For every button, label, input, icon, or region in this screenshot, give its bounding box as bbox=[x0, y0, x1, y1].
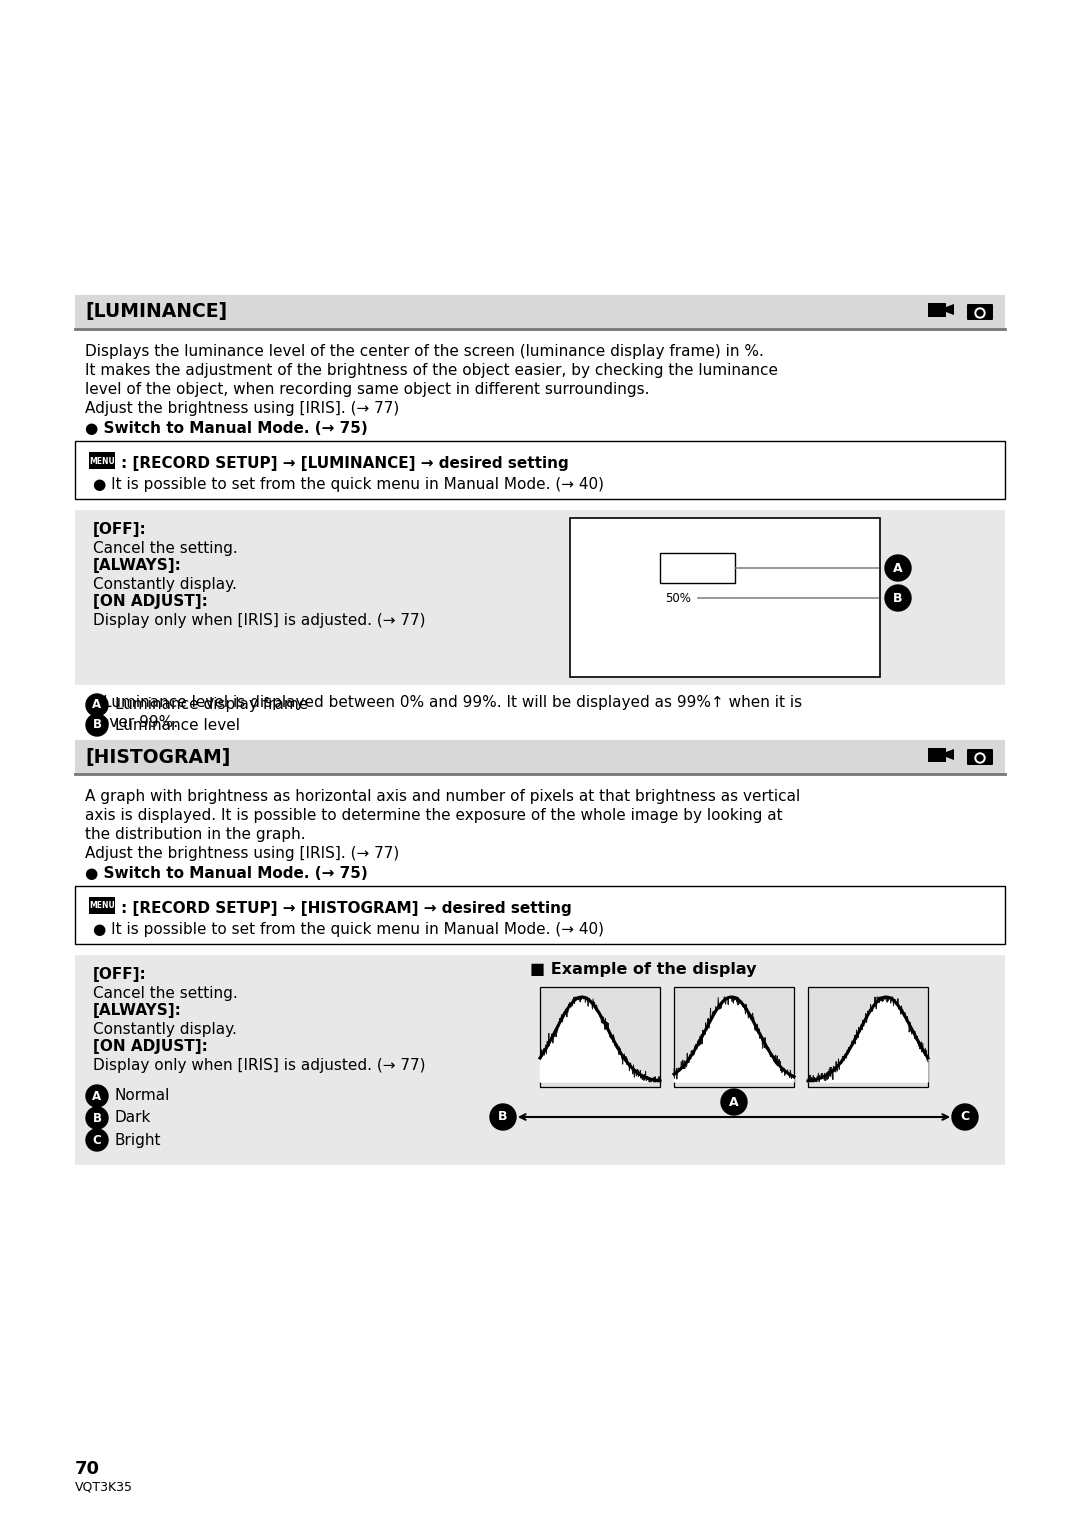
Polygon shape bbox=[808, 996, 928, 1082]
Text: Display only when [IRIS] is adjusted. (→ 77): Display only when [IRIS] is adjusted. (→… bbox=[93, 613, 426, 629]
Polygon shape bbox=[540, 996, 660, 1082]
Circle shape bbox=[977, 310, 983, 316]
Text: Bright: Bright bbox=[114, 1132, 162, 1148]
Text: [LUMINANCE]: [LUMINANCE] bbox=[85, 302, 227, 322]
Text: A: A bbox=[893, 562, 903, 574]
FancyBboxPatch shape bbox=[540, 987, 660, 1087]
Polygon shape bbox=[946, 304, 954, 314]
FancyBboxPatch shape bbox=[967, 304, 993, 320]
Circle shape bbox=[86, 694, 108, 716]
Circle shape bbox=[721, 1090, 747, 1116]
Text: level of the object, when recording same object in different surroundings.: level of the object, when recording same… bbox=[85, 382, 649, 397]
Text: Displays the luminance level of the center of the screen (luminance display fram: Displays the luminance level of the cent… bbox=[85, 343, 764, 359]
Circle shape bbox=[86, 714, 108, 736]
Text: Normal: Normal bbox=[114, 1088, 171, 1103]
Text: [ALWAYS]:: [ALWAYS]: bbox=[93, 559, 181, 572]
Text: Constantly display.: Constantly display. bbox=[93, 1022, 237, 1038]
Circle shape bbox=[885, 584, 912, 610]
Text: : [RECORD SETUP] → [LUMINANCE] → desired setting: : [RECORD SETUP] → [LUMINANCE] → desired… bbox=[121, 456, 569, 472]
Text: B: B bbox=[93, 1111, 102, 1125]
Circle shape bbox=[951, 1103, 978, 1129]
Polygon shape bbox=[946, 749, 954, 760]
Text: Luminance level: Luminance level bbox=[114, 717, 240, 732]
FancyBboxPatch shape bbox=[75, 955, 1005, 1164]
Text: Cancel the setting.: Cancel the setting. bbox=[93, 986, 238, 1001]
Text: Dark: Dark bbox=[114, 1111, 151, 1126]
Text: B: B bbox=[893, 592, 903, 604]
Text: ● Switch to Manual Mode. (→ 75): ● Switch to Manual Mode. (→ 75) bbox=[85, 421, 368, 436]
Text: It makes the adjustment of the brightness of the object easier, by checking the : It makes the adjustment of the brightnes… bbox=[85, 363, 778, 378]
FancyBboxPatch shape bbox=[75, 510, 1005, 685]
FancyBboxPatch shape bbox=[89, 452, 114, 468]
Text: ● Switch to Manual Mode. (→ 75): ● Switch to Manual Mode. (→ 75) bbox=[85, 865, 368, 881]
FancyBboxPatch shape bbox=[928, 304, 946, 317]
Text: Adjust the brightness using [IRIS]. (→ 77): Adjust the brightness using [IRIS]. (→ 7… bbox=[85, 845, 400, 861]
Text: Luminance display frame: Luminance display frame bbox=[114, 697, 308, 713]
FancyBboxPatch shape bbox=[75, 887, 1005, 945]
Text: B: B bbox=[498, 1111, 508, 1123]
Text: [OFF]:: [OFF]: bbox=[93, 967, 147, 983]
Text: [HISTOGRAM]: [HISTOGRAM] bbox=[85, 748, 230, 766]
Text: Cancel the setting.: Cancel the setting. bbox=[93, 542, 238, 555]
Text: 70: 70 bbox=[75, 1460, 100, 1479]
FancyBboxPatch shape bbox=[570, 517, 880, 678]
Circle shape bbox=[977, 755, 983, 761]
Text: ● It is possible to set from the quick menu in Manual Mode. (→ 40): ● It is possible to set from the quick m… bbox=[93, 478, 604, 491]
Text: [OFF]:: [OFF]: bbox=[93, 522, 147, 537]
Text: B: B bbox=[93, 719, 102, 731]
FancyBboxPatch shape bbox=[808, 987, 928, 1087]
Circle shape bbox=[975, 308, 985, 317]
FancyBboxPatch shape bbox=[75, 740, 1005, 774]
Text: C: C bbox=[93, 1134, 102, 1146]
Text: over 99%.: over 99%. bbox=[100, 716, 178, 729]
Text: axis is displayed. It is possible to determine the exposure of the whole image b: axis is displayed. It is possible to det… bbox=[85, 807, 783, 823]
FancyBboxPatch shape bbox=[75, 295, 1005, 330]
Circle shape bbox=[86, 1106, 108, 1129]
Text: Constantly display.: Constantly display. bbox=[93, 577, 237, 592]
Text: A graph with brightness as horizontal axis and number of pixels at that brightne: A graph with brightness as horizontal ax… bbox=[85, 789, 800, 804]
FancyBboxPatch shape bbox=[928, 748, 946, 761]
Text: MENU: MENU bbox=[90, 902, 114, 911]
Text: VQT3K35: VQT3K35 bbox=[75, 1480, 133, 1492]
Text: Adjust the brightness using [IRIS]. (→ 77): Adjust the brightness using [IRIS]. (→ 7… bbox=[85, 401, 400, 417]
FancyBboxPatch shape bbox=[674, 987, 794, 1087]
Text: : [RECORD SETUP] → [HISTOGRAM] → desired setting: : [RECORD SETUP] → [HISTOGRAM] → desired… bbox=[121, 900, 571, 916]
Text: Display only when [IRIS] is adjusted. (→ 77): Display only when [IRIS] is adjusted. (→… bbox=[93, 1058, 426, 1073]
Text: MENU: MENU bbox=[90, 456, 114, 465]
FancyBboxPatch shape bbox=[75, 441, 1005, 499]
Text: ■ Example of the display: ■ Example of the display bbox=[530, 961, 756, 977]
Text: [ALWAYS]:: [ALWAYS]: bbox=[93, 1003, 181, 1018]
Circle shape bbox=[490, 1103, 516, 1129]
Text: ● Luminance level is displayed between 0% and 99%. It will be displayed as 99%↑ : ● Luminance level is displayed between 0… bbox=[85, 694, 802, 710]
Text: ● It is possible to set from the quick menu in Manual Mode. (→ 40): ● It is possible to set from the quick m… bbox=[93, 922, 604, 937]
Text: A: A bbox=[729, 1096, 739, 1108]
Circle shape bbox=[86, 1129, 108, 1151]
Text: A: A bbox=[93, 1090, 102, 1102]
FancyBboxPatch shape bbox=[89, 897, 114, 914]
Polygon shape bbox=[674, 996, 794, 1082]
Circle shape bbox=[975, 752, 985, 763]
Text: 50%: 50% bbox=[665, 592, 691, 604]
FancyBboxPatch shape bbox=[967, 749, 993, 765]
Text: the distribution in the graph.: the distribution in the graph. bbox=[85, 827, 306, 842]
Text: [ON ADJUST]:: [ON ADJUST]: bbox=[93, 1039, 207, 1054]
Text: [ON ADJUST]:: [ON ADJUST]: bbox=[93, 594, 207, 609]
Circle shape bbox=[86, 1085, 108, 1106]
Circle shape bbox=[885, 555, 912, 581]
Text: C: C bbox=[960, 1111, 970, 1123]
Text: A: A bbox=[93, 699, 102, 711]
